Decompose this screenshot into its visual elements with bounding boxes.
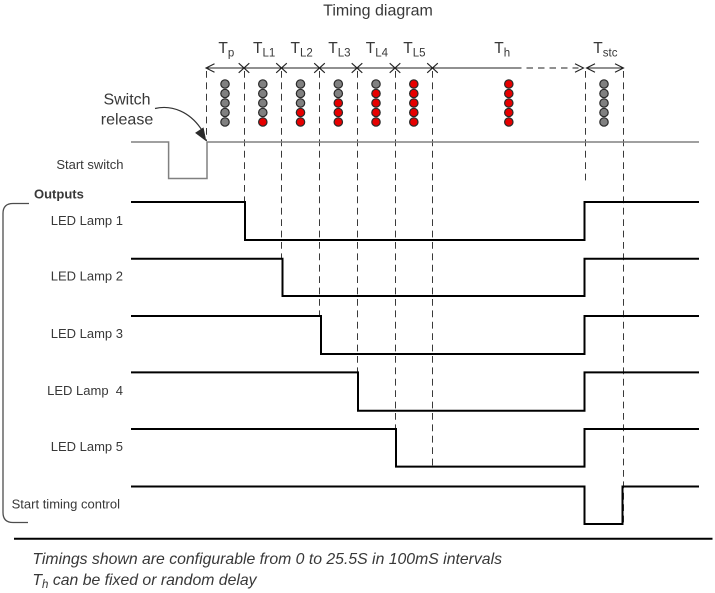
- svg-text:LED Lamp 1: LED Lamp 1: [51, 213, 123, 228]
- svg-text:LED Lamp 2: LED Lamp 2: [51, 269, 123, 284]
- svg-text:Outputs: Outputs: [34, 187, 84, 202]
- svg-text:Switch: Switch: [103, 92, 150, 109]
- svg-text:LED Lamp 4: LED Lamp 4: [47, 383, 123, 398]
- svg-text:LED Lamp 3: LED Lamp 3: [51, 326, 123, 341]
- svg-text:Timing diagram: Timing diagram: [323, 3, 433, 20]
- svg-text:LED Lamp 5: LED Lamp 5: [51, 439, 123, 454]
- svg-text:Start timing control: Start timing control: [12, 496, 120, 511]
- svg-text:Start switch: Start switch: [56, 157, 123, 172]
- svg-text:Timings shown are configurable: Timings shown are configurable from 0 to…: [32, 551, 502, 568]
- svg-text:release: release: [101, 112, 154, 129]
- svg-text:Th can be fixed or random dela: Th can be fixed or random delay: [32, 572, 257, 591]
